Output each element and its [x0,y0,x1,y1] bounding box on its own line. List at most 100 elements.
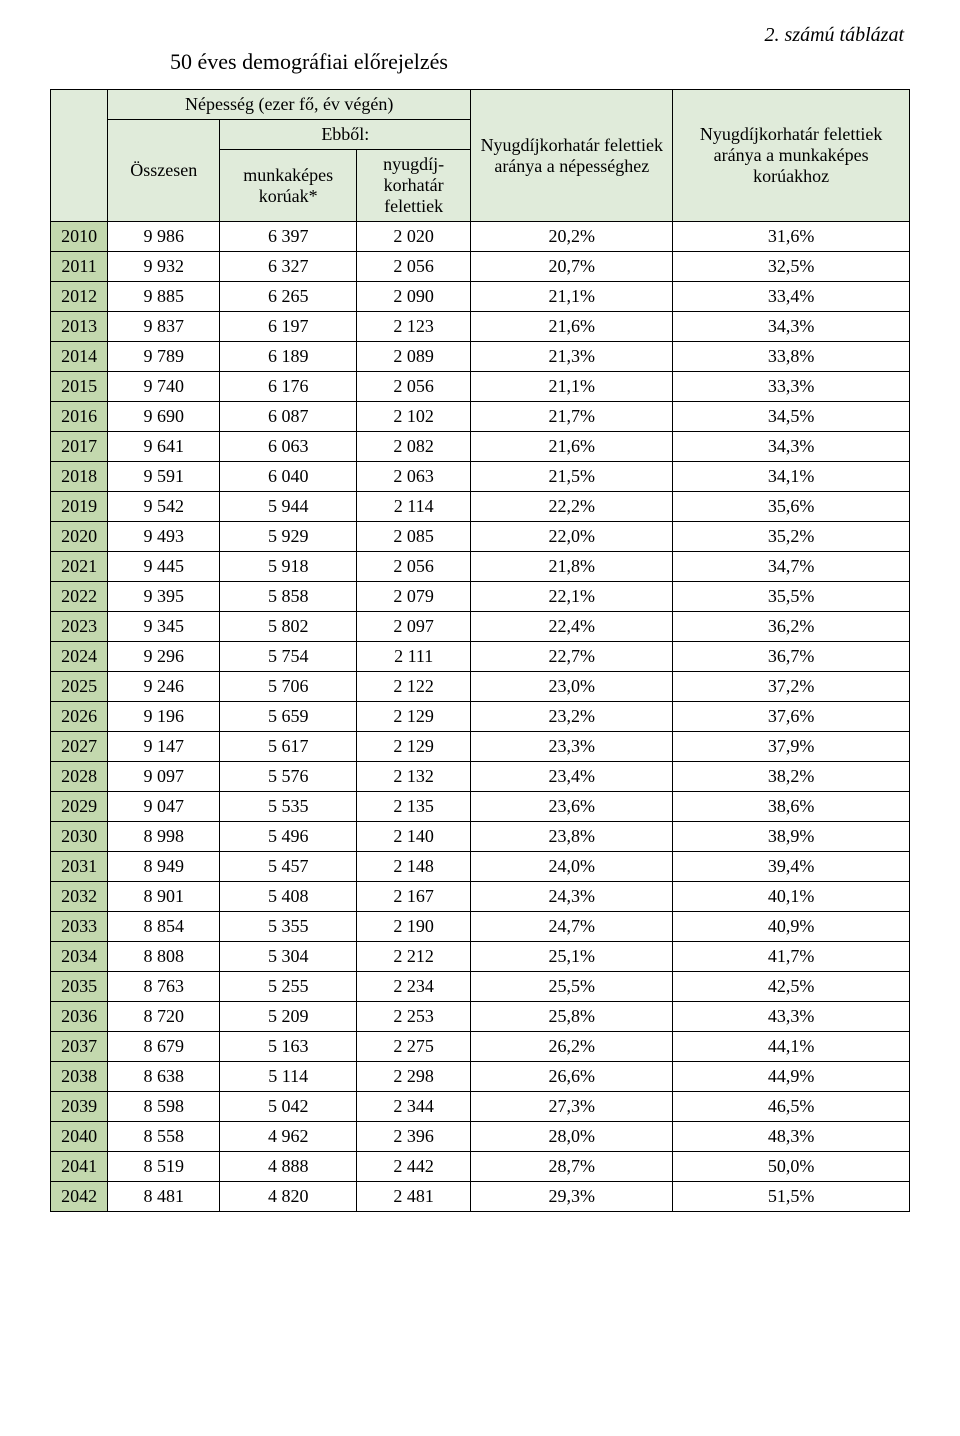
cell-workingage: 6 040 [220,462,357,492]
cell-year: 2014 [51,342,108,372]
cell-retired: 2 123 [357,312,471,342]
cell-share-work: 39,4% [673,852,910,882]
table-row: 20219 4455 9182 05621,8%34,7% [51,552,910,582]
cell-share-work: 37,2% [673,672,910,702]
cell-total: 9 885 [108,282,220,312]
cell-workingage: 5 209 [220,1002,357,1032]
cell-share-pop: 23,2% [471,702,673,732]
cell-retired: 2 190 [357,912,471,942]
header-workingage: munkaképes korúak* [220,150,357,222]
cell-retired: 2 234 [357,972,471,1002]
cell-total: 9 097 [108,762,220,792]
cell-share-pop: 21,5% [471,462,673,492]
cell-total: 8 638 [108,1062,220,1092]
cell-year: 2022 [51,582,108,612]
cell-workingage: 5 944 [220,492,357,522]
cell-share-work: 40,9% [673,912,910,942]
cell-share-work: 37,9% [673,732,910,762]
cell-share-pop: 22,2% [471,492,673,522]
cell-retired: 2 097 [357,612,471,642]
cell-year: 2023 [51,612,108,642]
cell-year: 2031 [51,852,108,882]
cell-total: 9 196 [108,702,220,732]
cell-total: 9 246 [108,672,220,702]
header-year-blank [51,90,108,222]
cell-workingage: 5 918 [220,552,357,582]
cell-share-work: 38,9% [673,822,910,852]
header-population-group: Népesség (ezer fő, év végén) [108,90,471,120]
cell-share-work: 33,8% [673,342,910,372]
table-row: 20398 5985 0422 34427,3%46,5% [51,1092,910,1122]
cell-total: 9 591 [108,462,220,492]
table-row: 20229 3955 8582 07922,1%35,5% [51,582,910,612]
cell-total: 8 949 [108,852,220,882]
cell-workingage: 6 189 [220,342,357,372]
table-row: 20199 5425 9442 11422,2%35,6% [51,492,910,522]
cell-year: 2038 [51,1062,108,1092]
cell-workingage: 5 304 [220,942,357,972]
cell-year: 2024 [51,642,108,672]
table-header: Népesség (ezer fő, év végén) Nyugdíjkorh… [51,90,910,222]
cell-retired: 2 167 [357,882,471,912]
cell-share-work: 38,6% [673,792,910,822]
cell-total: 8 679 [108,1032,220,1062]
header-ebbol: Ebből: [220,120,471,150]
cell-total: 8 763 [108,972,220,1002]
cell-year: 2035 [51,972,108,1002]
cell-total: 8 598 [108,1092,220,1122]
cell-workingage: 5 576 [220,762,357,792]
cell-workingage: 5 408 [220,882,357,912]
cell-share-pop: 21,1% [471,372,673,402]
cell-share-work: 44,9% [673,1062,910,1092]
cell-year: 2040 [51,1122,108,1152]
page: 2. számú táblázat 50 éves demográfiai el… [0,0,960,1232]
cell-year: 2012 [51,282,108,312]
cell-retired: 2 442 [357,1152,471,1182]
cell-workingage: 6 327 [220,252,357,282]
cell-workingage: 5 617 [220,732,357,762]
cell-share-work: 46,5% [673,1092,910,1122]
table-row: 20259 2465 7062 12223,0%37,2% [51,672,910,702]
table-row: 20119 9326 3272 05620,7%32,5% [51,252,910,282]
cell-workingage: 5 042 [220,1092,357,1122]
cell-share-work: 34,3% [673,432,910,462]
cell-workingage: 6 176 [220,372,357,402]
cell-year: 2041 [51,1152,108,1182]
cell-retired: 2 111 [357,642,471,672]
cell-workingage: 6 265 [220,282,357,312]
cell-share-work: 36,7% [673,642,910,672]
cell-share-pop: 21,6% [471,312,673,342]
cell-retired: 2 132 [357,762,471,792]
cell-share-work: 34,1% [673,462,910,492]
cell-total: 9 740 [108,372,220,402]
cell-year: 2015 [51,372,108,402]
cell-year: 2026 [51,702,108,732]
cell-share-work: 37,6% [673,702,910,732]
table-row: 20289 0975 5762 13223,4%38,2% [51,762,910,792]
cell-share-work: 36,2% [673,612,910,642]
cell-year: 2019 [51,492,108,522]
cell-share-pop: 23,6% [471,792,673,822]
table-row: 20308 9985 4962 14023,8%38,9% [51,822,910,852]
header-retirees: nyugdíj-korhatár felettiek [357,150,471,222]
table-row: 20279 1475 6172 12923,3%37,9% [51,732,910,762]
cell-share-pop: 20,7% [471,252,673,282]
cell-year: 2042 [51,1182,108,1212]
table-row: 20428 4814 8202 48129,3%51,5% [51,1182,910,1212]
header-share-pop: Nyugdíjkorhatár felettiek aránya a népes… [471,90,673,222]
cell-retired: 2 056 [357,372,471,402]
cell-retired: 2 140 [357,822,471,852]
cell-workingage: 5 858 [220,582,357,612]
cell-share-pop: 22,7% [471,642,673,672]
table-row: 20328 9015 4082 16724,3%40,1% [51,882,910,912]
cell-share-work: 33,4% [673,282,910,312]
cell-share-work: 34,5% [673,402,910,432]
cell-total: 9 542 [108,492,220,522]
cell-total: 9 445 [108,552,220,582]
demographic-table: Népesség (ezer fő, év végén) Nyugdíjkorh… [50,89,910,1212]
cell-year: 2011 [51,252,108,282]
cell-year: 2021 [51,552,108,582]
table-row: 20299 0475 5352 13523,6%38,6% [51,792,910,822]
cell-share-work: 50,0% [673,1152,910,1182]
cell-share-pop: 23,3% [471,732,673,762]
